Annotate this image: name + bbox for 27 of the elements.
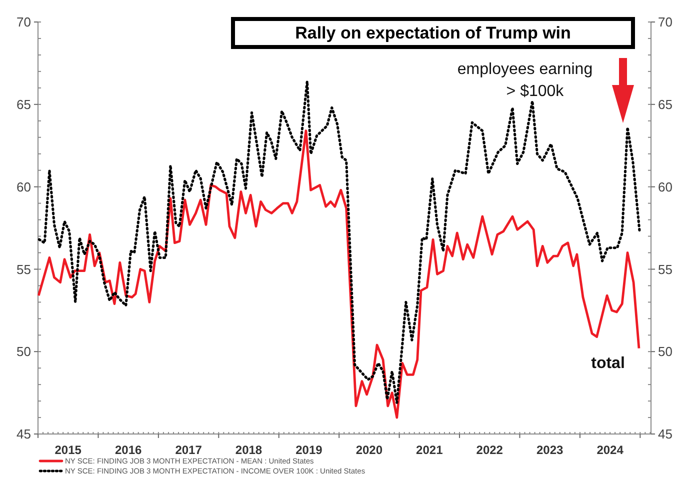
x-tick-label: 2017: [175, 443, 202, 457]
y-tick-label: 50: [16, 344, 31, 360]
x-tick-label: 2023: [536, 443, 564, 457]
y2-tick-label: 55: [658, 262, 672, 277]
x-tick-label: 2022: [476, 443, 504, 457]
x-tick-label: 2019: [296, 443, 323, 457]
y2-tick-label: 65: [658, 96, 672, 112]
line-series: [38, 80, 641, 404]
x-tick-label: 2020: [356, 443, 383, 457]
y2-tick-label: 60: [658, 179, 672, 194]
y-tick-label: 65: [16, 96, 31, 112]
y-tick-label: 70: [16, 14, 31, 30]
y-tick-label: 55: [16, 262, 31, 277]
x-tick-label: 2015: [54, 443, 82, 457]
x-tick-label: 2021: [416, 443, 444, 457]
y2-tick-label: 70: [658, 14, 672, 30]
y-tick-label: 60: [16, 179, 31, 194]
annotation: employees earning > $100k: [457, 61, 593, 100]
annotation: total: [591, 355, 625, 372]
y2-tick-label: 50: [658, 344, 672, 360]
chart-title: Rally on expectation of Trump win: [295, 24, 571, 42]
line-series: [37, 130, 640, 419]
x-tick-label: 2018: [235, 443, 262, 457]
x-tick-label: 2024: [596, 443, 624, 457]
y2-tick-label: 45: [658, 426, 672, 442]
x-tick-label: 2016: [114, 443, 142, 457]
y-tick-label: 45: [16, 426, 31, 442]
